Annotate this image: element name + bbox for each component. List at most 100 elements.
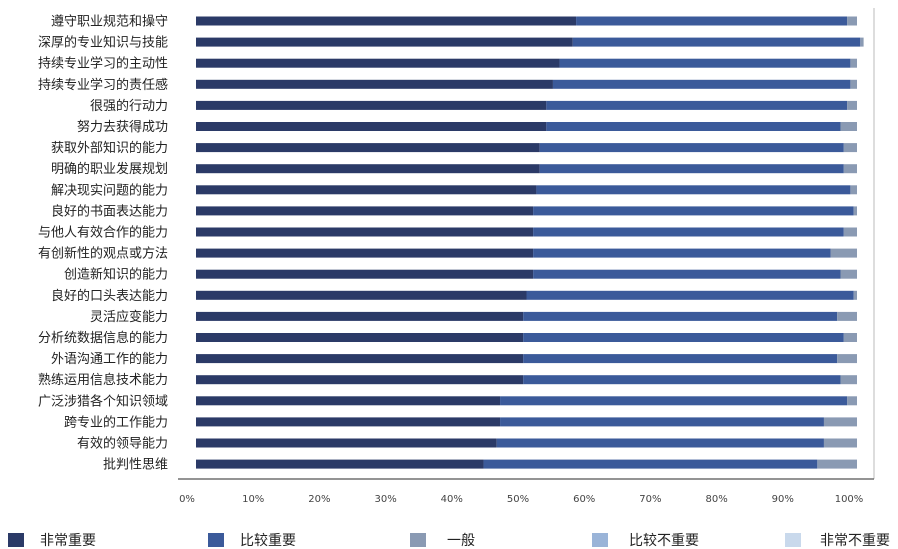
legend-label-4: 比较不重要 (629, 533, 699, 549)
bar-segment-1-row-8 (196, 164, 540, 174)
bar-segment-2-row-20 (500, 417, 824, 427)
bar-segment-3-row-9 (850, 185, 857, 195)
bar-segment-2-row-22 (483, 459, 818, 469)
bar-segment-2-row-2 (572, 37, 861, 47)
bar-segment-1-row-16 (196, 333, 524, 342)
category-label: 跨专业的工作能力 (64, 414, 168, 430)
x-tick-label: 60% (573, 494, 595, 505)
bar-segment-1-row-5 (196, 100, 547, 110)
category-label: 努力去获得成功 (77, 119, 168, 135)
category-label: 持续专业学习的责任感 (38, 77, 168, 93)
legend-swatch-5 (785, 533, 801, 547)
bar-segment-1-row-6 (196, 122, 547, 131)
bar-segment-2-row-11 (533, 227, 844, 237)
category-label: 外语沟通工作的能力 (51, 351, 168, 367)
bar-segment-2-row-21 (496, 438, 824, 448)
bar-segment-1-row-11 (196, 227, 534, 237)
category-label: 熟练运用信息技术能力 (38, 372, 168, 388)
bar-segment-2-row-18 (523, 375, 841, 385)
category-label: 有效的领导能力 (77, 436, 168, 452)
bar-segment-3-row-6 (840, 122, 857, 131)
bar-segment-2-row-6 (546, 122, 841, 131)
x-tick-label: 100% (835, 494, 864, 505)
legend-swatch-1 (8, 533, 24, 547)
category-label: 很强的行动力 (90, 98, 168, 114)
bar-segment-1-row-15 (196, 311, 524, 321)
x-tick-label: 10% (242, 494, 264, 505)
category-labels: 遵守职业规范和操守深厚的专业知识与技能持续专业学习的主动性持续专业学习的责任感很… (38, 14, 168, 473)
bar-segment-1-row-4 (196, 79, 553, 89)
x-tick-label: 30% (374, 494, 396, 505)
bar-segment-3-row-22 (817, 459, 857, 469)
bar-segment-3-row-4 (850, 79, 857, 89)
category-label: 深厚的专业知识与技能 (38, 35, 168, 51)
legend-label-5: 非常不重要 (820, 533, 890, 549)
legend: 非常重要 比较重要 一般 比较不重要 非常不重要 (8, 533, 890, 549)
bar-segment-3-row-14 (853, 290, 857, 300)
bar-segment-1-row-3 (196, 58, 560, 68)
bar-segment-1-row-17 (196, 354, 524, 364)
bar-segment-1-row-14 (196, 290, 527, 300)
bar-segment-2-row-8 (539, 164, 844, 174)
bar-segment-3-row-5 (847, 100, 857, 110)
x-tick-label: 70% (639, 494, 661, 505)
category-label: 获取外部知识的能力 (51, 140, 168, 156)
bar-segment-3-row-2 (860, 37, 864, 47)
bar-segment-2-row-19 (500, 396, 848, 406)
bar-segment-2-row-17 (523, 354, 838, 364)
legend-label-1: 非常重要 (40, 533, 96, 549)
bar-segment-3-row-13 (840, 269, 857, 279)
bar-segment-1-row-2 (196, 37, 573, 47)
category-label: 与他人有效合作的能力 (38, 225, 168, 241)
x-tick-label: 90% (772, 494, 794, 505)
bar-segment-1-row-9 (196, 185, 537, 195)
bar-segment-3-row-16 (843, 333, 857, 342)
bar-segment-2-row-4 (552, 79, 851, 89)
bar-segment-3-row-1 (847, 16, 857, 26)
legend-swatch-3 (410, 533, 426, 547)
bar-segment-2-row-14 (526, 290, 854, 300)
category-label: 明确的职业发展规划 (51, 161, 168, 177)
bar-segment-3-row-21 (823, 438, 857, 448)
bar-segment-1-row-18 (196, 375, 524, 385)
category-label: 解决现实问题的能力 (51, 182, 168, 198)
legend-swatch-2 (208, 533, 224, 547)
bar-segment-2-row-13 (533, 269, 841, 279)
bar-segment-1-row-10 (196, 206, 534, 216)
bar-segment-3-row-17 (837, 354, 857, 364)
bar-segment-3-row-15 (837, 311, 857, 321)
bar-segment-3-row-10 (853, 206, 857, 216)
bar-segment-3-row-20 (823, 417, 857, 427)
bars-group (196, 16, 864, 469)
category-label: 创造新知识的能力 (64, 267, 168, 283)
bar-segment-1-row-22 (196, 459, 484, 469)
x-tick-label: 50% (507, 494, 529, 505)
legend-label-2: 比较重要 (240, 533, 296, 549)
bar-segment-1-row-1 (196, 16, 577, 26)
category-label: 批判性思维 (103, 458, 168, 473)
bar-segment-1-row-21 (196, 438, 497, 448)
legend-swatch-4 (592, 533, 608, 547)
category-label: 良好的口头表达能力 (51, 288, 168, 304)
bar-segment-2-row-9 (536, 185, 851, 195)
bar-segment-1-row-12 (196, 248, 534, 258)
category-label: 良好的书面表达能力 (51, 203, 168, 219)
x-tick-label: 20% (308, 494, 330, 505)
bar-segment-2-row-16 (523, 333, 844, 342)
category-label: 遵守职业规范和操守 (51, 14, 168, 30)
x-tick-label: 0% (179, 494, 195, 505)
x-tick-label: 40% (441, 494, 463, 505)
bar-segment-2-row-3 (559, 58, 851, 68)
x-axis: 0% 10% 20% 30% 40% 50% 60% 70% 80% 90% 100% (178, 8, 875, 505)
bar-segment-3-row-18 (840, 375, 857, 385)
bar-segment-3-row-7 (843, 143, 857, 153)
bar-segment-1-row-19 (196, 396, 501, 406)
bar-segment-3-row-19 (847, 396, 857, 406)
bar-segment-2-row-15 (523, 311, 838, 321)
bar-segment-1-row-7 (196, 143, 540, 153)
bar-segment-3-row-11 (843, 227, 857, 237)
category-label: 广泛涉猎各个知识领域 (38, 393, 168, 409)
bar-segment-2-row-12 (533, 248, 831, 258)
bar-segment-2-row-1 (576, 16, 848, 26)
